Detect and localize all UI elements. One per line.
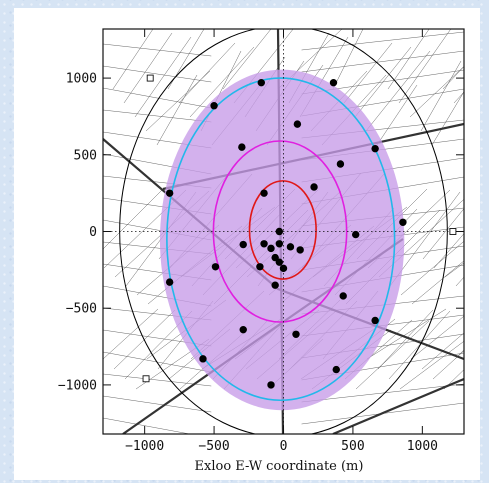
station-point-0 (257, 78, 265, 87)
filled-region-ellipse (159, 69, 405, 411)
station-point-25 (271, 281, 279, 289)
station-point-10 (399, 218, 407, 226)
station-point-22 (279, 264, 288, 273)
station-point-21 (256, 263, 264, 271)
station-point-7 (310, 183, 318, 191)
station-point-4 (238, 143, 246, 151)
x-tick-label-0: −1000 (125, 439, 164, 454)
station-point-11 (275, 227, 284, 236)
station-point-20 (275, 258, 284, 266)
station-point-27 (371, 316, 379, 325)
square-marker-2 (142, 375, 150, 383)
axis-ticks: −1000 −500 0 500 1000 1000 500 0 −500 −1000 (58, 29, 464, 454)
station-point-1 (329, 78, 338, 87)
station-point-6 (336, 160, 345, 168)
ring-ellipse-3 (248, 180, 317, 280)
station-point-16 (275, 240, 284, 248)
x-tick-label-4: 1000 (407, 439, 438, 454)
square-marker-0 (146, 74, 154, 82)
y-tick-label-4: −1000 (58, 378, 97, 393)
station-point-13 (239, 240, 247, 249)
x-tick-label-1: −500 (198, 439, 229, 454)
x-tick-label-2: 0 (280, 439, 288, 454)
ring-ellipse-2 (212, 140, 348, 323)
chart-figure: −1000 −500 0 500 1000 1000 500 0 −500 −1000 Exloo… (14, 8, 480, 480)
station-point-18 (296, 246, 304, 254)
station-point-9 (260, 189, 268, 197)
x-axis-title: Exloo E-W coordinate (m) (195, 459, 364, 474)
station-point-30 (199, 355, 207, 363)
station-point-5 (371, 144, 379, 153)
zero-grid-lines (103, 29, 464, 434)
x-tick-label-3: 500 (341, 439, 364, 454)
y-tick-label-3: −500 (66, 302, 97, 317)
station-point-15 (267, 244, 275, 253)
scatter-chart: −1000 −500 0 500 1000 1000 500 0 −500 −1000 Exloo… (58, 28, 465, 474)
station-markers (142, 74, 457, 389)
y-tick-label-2: 0 (89, 225, 97, 240)
station-point-12 (352, 230, 360, 239)
station-point-24 (165, 278, 174, 286)
station-point-8 (165, 189, 174, 197)
station-point-29 (292, 330, 300, 338)
station-point-2 (210, 102, 218, 110)
station-point-32 (267, 381, 275, 389)
y-tick-label-1: 500 (74, 148, 97, 163)
station-point-17 (286, 243, 295, 251)
square-marker-1 (449, 228, 457, 235)
y-tick-label-0: 1000 (66, 72, 97, 87)
station-point-31 (332, 365, 340, 374)
station-point-26 (339, 292, 347, 300)
station-point-14 (260, 240, 268, 248)
station-point-23 (211, 263, 220, 271)
station-point-28 (239, 325, 247, 334)
station-point-3 (293, 120, 302, 128)
ring-ellipse-1 (166, 77, 396, 402)
